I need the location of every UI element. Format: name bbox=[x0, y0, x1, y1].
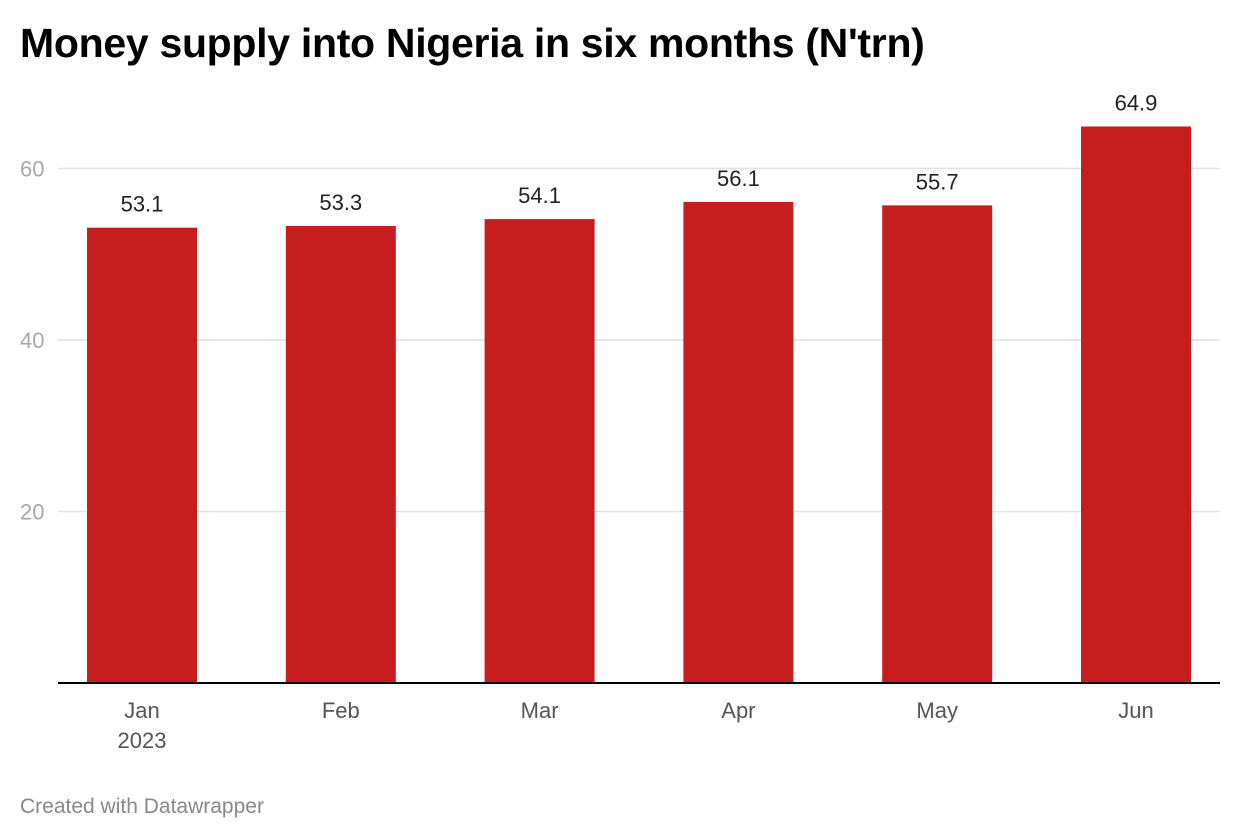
y-tick-label: 40 bbox=[20, 328, 44, 353]
gridlines: 20 40 60 bbox=[20, 157, 1220, 525]
y-tick-label: 60 bbox=[20, 157, 44, 182]
bar-feb bbox=[285, 225, 396, 683]
x-tick-label: Jun bbox=[1118, 698, 1153, 723]
bar-may bbox=[882, 205, 993, 683]
x-tick-label: Jan bbox=[124, 698, 159, 723]
x-tick-label: Mar bbox=[521, 698, 559, 723]
chart-title: Money supply into Nigeria in six months … bbox=[20, 20, 925, 66]
bar-jan bbox=[87, 227, 197, 684]
bar-mar bbox=[484, 219, 595, 683]
data-label: 53.3 bbox=[319, 190, 362, 215]
bars bbox=[87, 126, 1191, 684]
credit-footer: Created with Datawrapper bbox=[20, 795, 264, 818]
data-label: 54.1 bbox=[518, 183, 561, 208]
bar-jun bbox=[1081, 126, 1191, 684]
x-axis: Jan 2023 Feb Mar Apr May Jun bbox=[58, 682, 1220, 753]
bar-apr bbox=[683, 201, 794, 683]
data-labels: 53.1 53.3 54.1 56.1 55.7 64.9 bbox=[121, 90, 1158, 216]
y-tick-label: 20 bbox=[20, 500, 44, 525]
x-tick-label: Feb bbox=[322, 698, 360, 723]
x-tick-label: Apr bbox=[721, 698, 755, 723]
data-label: 56.1 bbox=[717, 166, 760, 191]
data-label: 53.1 bbox=[121, 192, 164, 217]
data-label: 55.7 bbox=[916, 169, 959, 194]
data-label: 64.9 bbox=[1115, 90, 1158, 115]
x-tick-label: May bbox=[916, 698, 958, 723]
x-tick-sublabel: 2023 bbox=[118, 728, 167, 753]
